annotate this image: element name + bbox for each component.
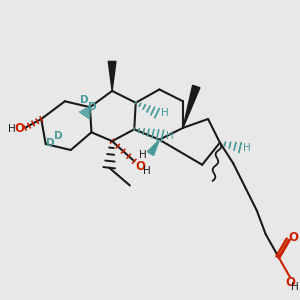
Text: H: H <box>166 131 174 141</box>
Text: H: H <box>291 282 299 292</box>
Text: D: D <box>46 138 54 148</box>
Text: H: H <box>244 142 251 153</box>
Polygon shape <box>148 140 159 155</box>
Text: O: O <box>135 160 145 173</box>
Text: H: H <box>160 108 168 118</box>
Text: H: H <box>143 166 151 176</box>
Polygon shape <box>108 61 116 91</box>
Text: O: O <box>289 231 299 244</box>
Text: D: D <box>80 95 89 105</box>
Text: D: D <box>54 131 62 141</box>
Polygon shape <box>183 85 200 128</box>
Text: H: H <box>139 150 147 160</box>
Text: O: O <box>285 276 295 289</box>
Text: D: D <box>88 102 97 112</box>
Text: O: O <box>14 122 24 135</box>
Text: H: H <box>8 124 16 134</box>
